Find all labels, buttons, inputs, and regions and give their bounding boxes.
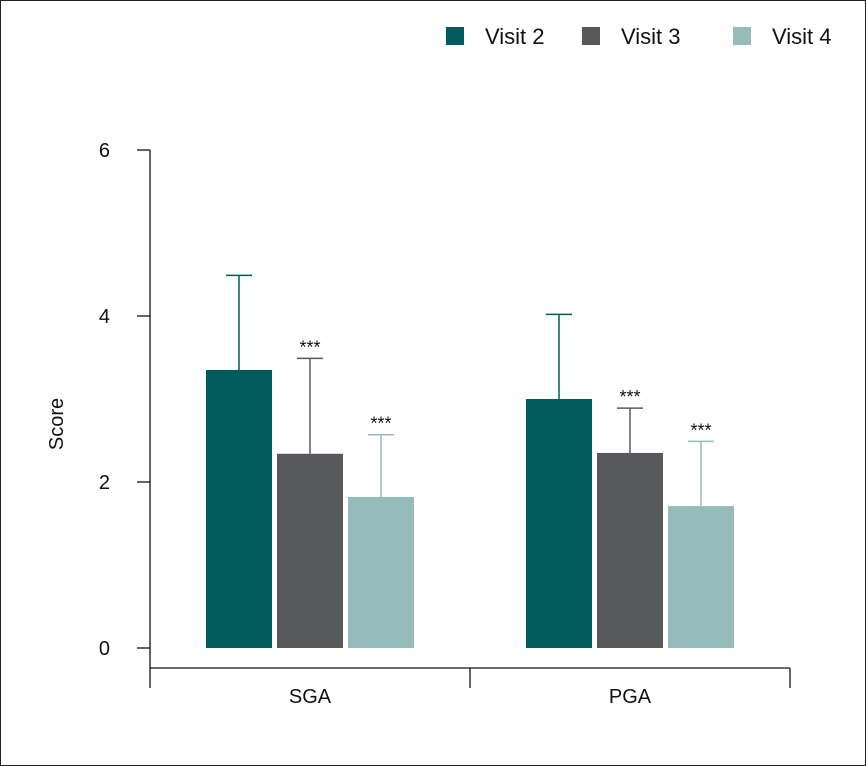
legend-swatch: [582, 27, 600, 45]
y-tick-label: 0: [99, 638, 110, 660]
y-tick-label: 6: [99, 140, 110, 162]
bar-visit-3-pga: [597, 452, 663, 648]
bar-visit-2-pga: [526, 399, 592, 648]
legend-label: Visit 4: [772, 24, 832, 49]
bar-visit-2-sga: [206, 369, 272, 648]
y-axis-label: Score: [46, 398, 68, 450]
y-tick-label: 2: [99, 472, 110, 494]
significance-label: ***: [299, 337, 320, 357]
bar-visit-4-pga: [668, 506, 734, 648]
bar-visit-4-sga: [348, 496, 414, 648]
x-tick-label: PGA: [609, 686, 652, 708]
legend: Visit 2 Visit 3 Visit 4: [446, 24, 832, 49]
bar-visit-3-sga: [277, 453, 343, 648]
significance-label: ***: [690, 420, 711, 440]
significance-label: ***: [619, 387, 640, 407]
legend-label: Visit 2: [485, 24, 545, 49]
legend-swatch: [733, 27, 751, 45]
legend-swatch: [446, 27, 464, 45]
x-tick-label: SGA: [289, 686, 332, 708]
axes: 0 2 4 6 SGA PGA: [99, 140, 791, 708]
bars: *** *** *** ***: [206, 274, 734, 648]
legend-label: Visit 3: [621, 24, 681, 49]
significance-label: ***: [370, 414, 391, 434]
y-tick-label: 4: [99, 306, 110, 328]
